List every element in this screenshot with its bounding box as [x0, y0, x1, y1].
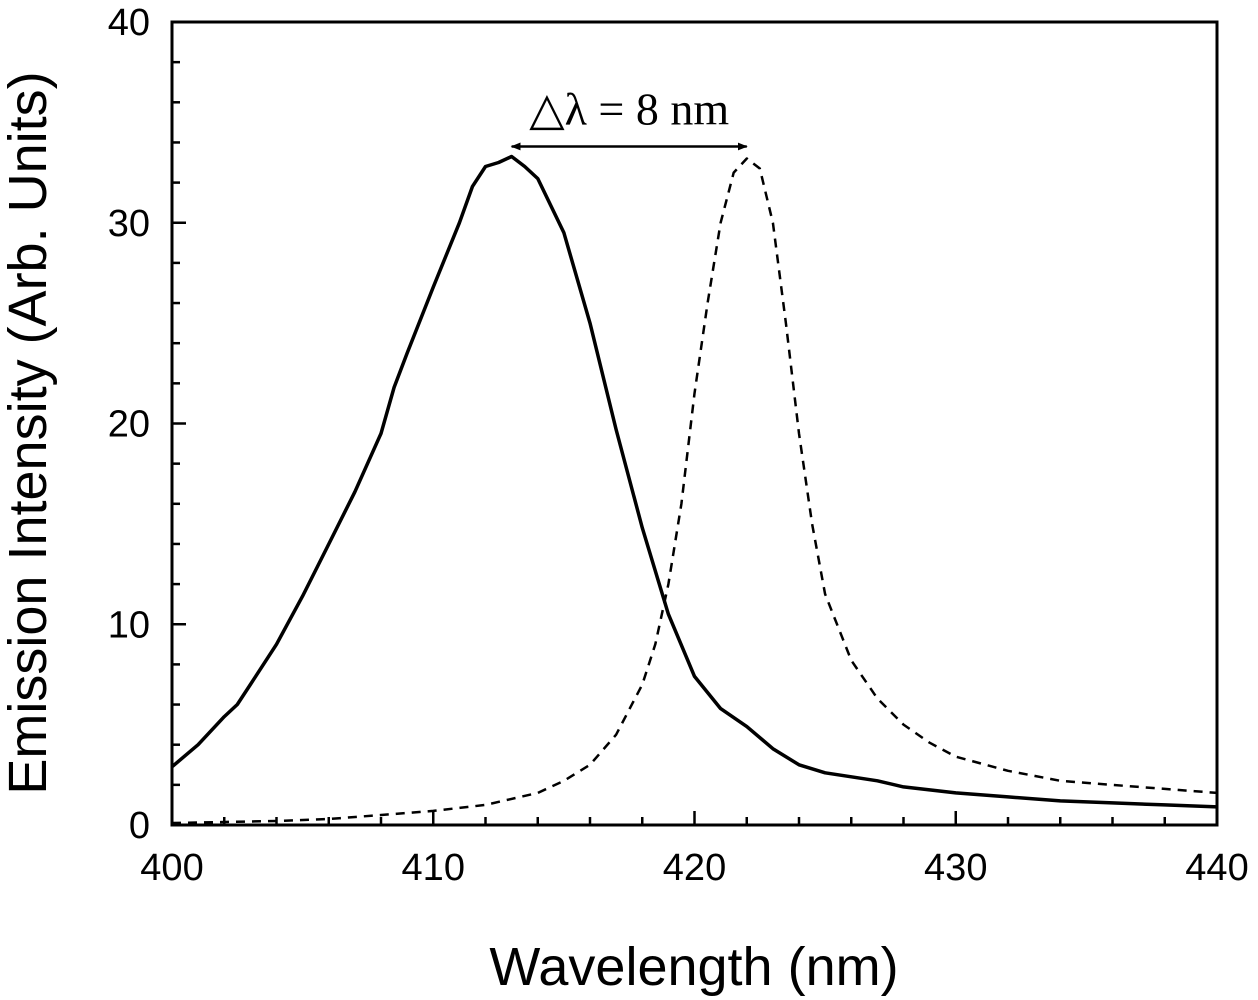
y-tick-label: 0 [129, 805, 150, 847]
x-tick-label: 400 [140, 847, 203, 889]
y-tick-label: 40 [108, 2, 150, 44]
x-tick-label: 410 [402, 847, 465, 889]
series-line-solid [170, 154, 1218, 809]
y-axis-title: Emission Intensity (Arb. Units) [0, 71, 58, 794]
delta-lambda-label: △λ = 8 nm [529, 83, 729, 134]
y-tick-label: 30 [108, 203, 150, 245]
x-tick-label: 440 [1185, 847, 1248, 889]
y-tick-label: 10 [108, 604, 150, 646]
x-tick-label: 420 [663, 847, 726, 889]
x-tick-label: 430 [924, 847, 987, 889]
y-tick-label: 20 [108, 404, 150, 446]
plot-frame [170, 20, 1219, 827]
series-line-dashed [171, 157, 1218, 825]
x-axis-title: Wavelength (nm) [489, 937, 898, 997]
